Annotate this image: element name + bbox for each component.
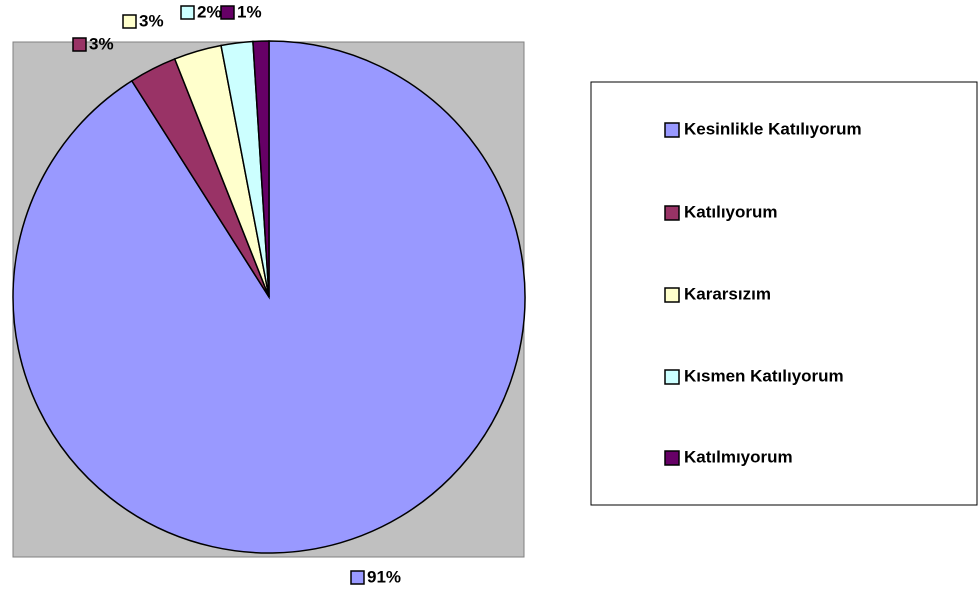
data-label: 91% xyxy=(367,567,401,586)
data-label: 3% xyxy=(89,34,114,53)
data-label: 3% xyxy=(139,11,164,30)
legend-key xyxy=(664,450,680,466)
legend-key xyxy=(664,369,680,385)
data-label-key xyxy=(122,14,137,29)
legend-label: Katılıyorum xyxy=(684,202,778,221)
pie-slice xyxy=(252,40,270,298)
legend-key xyxy=(664,122,680,138)
data-label-key xyxy=(220,5,235,20)
data-label-key xyxy=(180,5,195,20)
data-label-key xyxy=(350,570,365,585)
data-label-key xyxy=(72,37,87,52)
legend-label: Katılmıyorum xyxy=(684,447,793,466)
data-label: 1% xyxy=(237,2,262,21)
legend-label: Kararsızım xyxy=(684,284,771,303)
data-label: 2% xyxy=(197,2,222,21)
legend-box xyxy=(590,81,978,506)
legend-label: Kesinlikle Katılıyorum xyxy=(684,119,862,138)
legend-label: Kısmen Katılıyorum xyxy=(684,366,844,385)
legend-key xyxy=(664,287,680,303)
legend-key xyxy=(664,205,680,221)
